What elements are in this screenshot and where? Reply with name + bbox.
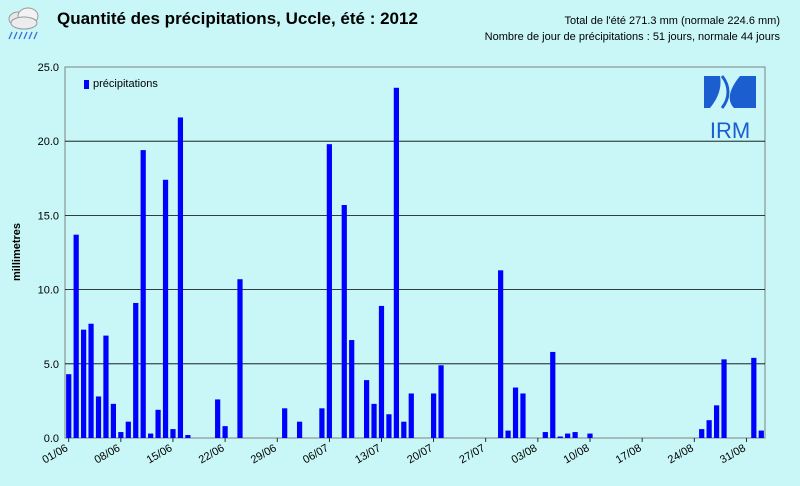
y-axis-label: millimetres <box>11 223 23 281</box>
bar <box>110 403 117 438</box>
bar <box>237 279 243 438</box>
rain-cloud-icon <box>8 7 39 40</box>
legend-swatch <box>84 79 89 89</box>
bar <box>185 435 191 438</box>
x-tick-labels: 01/06 08/06 15/06 22/06 29/06 06/07 13/07 20/07… <box>40 438 748 466</box>
bar <box>371 403 377 438</box>
bar <box>438 365 444 438</box>
bar <box>498 270 504 438</box>
bar <box>565 433 571 438</box>
x-tick-label: 29/06 <box>249 442 279 466</box>
x-tick-label: 22/06 <box>197 442 227 466</box>
y-tick-labels: 0.0 5.0 10.0 15.0 20.0 25.0 <box>38 62 59 445</box>
x-tick-label: 31/08 <box>718 442 748 466</box>
bar <box>103 335 109 438</box>
bar <box>520 393 526 438</box>
bar <box>721 359 727 438</box>
bar <box>66 374 72 438</box>
x-tick-label: 20/07 <box>405 442 435 466</box>
x-tick-label: 06/07 <box>301 442 331 466</box>
bar <box>341 205 347 438</box>
bar <box>363 380 370 438</box>
bar <box>505 430 511 438</box>
logo-text: IRM <box>710 118 750 143</box>
bar <box>512 387 519 438</box>
bar <box>95 396 102 438</box>
bar <box>699 429 705 438</box>
bar <box>155 409 161 438</box>
bar <box>319 408 325 438</box>
x-tick-label: 17/08 <box>614 442 644 466</box>
bar <box>378 305 385 438</box>
plot-area <box>64 66 766 439</box>
bar <box>713 405 720 438</box>
bar <box>282 408 288 438</box>
x-tick-label: 27/07 <box>457 442 487 466</box>
summary-total: Total de l'été 271.3 mm (normale 224.6 m… <box>564 15 780 27</box>
bar <box>758 430 764 438</box>
bar <box>88 323 94 438</box>
bars <box>66 87 764 439</box>
x-tick-label: 03/08 <box>510 442 540 466</box>
bar <box>81 329 87 438</box>
x-tick-label: 24/08 <box>666 442 696 466</box>
irm-logo: IRM <box>704 75 756 143</box>
x-tick-label: 01/06 <box>40 442 70 466</box>
bar <box>557 436 563 438</box>
x-tick-label: 08/06 <box>93 442 123 466</box>
bar <box>550 351 556 438</box>
page-title: Quantité des précipitations, Uccle, été … <box>57 9 418 28</box>
y-tick-label: 0.0 <box>44 433 59 445</box>
x-tick-label: 13/07 <box>353 442 383 466</box>
legend-label: précipitations <box>93 78 158 90</box>
y-tick-label: 15.0 <box>38 210 59 222</box>
bar <box>386 414 392 438</box>
y-tick-label: 5.0 <box>44 359 59 371</box>
bar <box>296 421 303 438</box>
x-tick-label: 15/06 <box>145 442 175 466</box>
bar <box>177 117 184 439</box>
bar <box>118 432 124 438</box>
summary-days: Nombre de jour de précipitations : 51 jo… <box>484 31 780 43</box>
bar <box>401 421 407 438</box>
bar <box>170 429 176 438</box>
y-tick-label: 10.0 <box>38 285 59 297</box>
bar <box>215 399 221 438</box>
bar <box>349 340 355 438</box>
x-tick-label: 10/08 <box>562 442 592 466</box>
bar <box>73 234 79 438</box>
bar <box>587 433 593 438</box>
bar <box>148 433 154 438</box>
bar <box>393 87 399 438</box>
bar <box>133 302 139 438</box>
y-tick-label: 25.0 <box>38 62 59 74</box>
bar <box>222 426 228 438</box>
bar <box>572 432 578 438</box>
bar <box>751 357 757 438</box>
y-tick-label: 20.0 <box>38 136 59 148</box>
bar <box>408 393 414 438</box>
bar <box>125 421 131 438</box>
bar <box>140 150 146 438</box>
bar <box>326 144 332 439</box>
legend: précipitations <box>84 78 158 90</box>
bar <box>706 420 712 438</box>
summary-text: Total de l'été 271.3 mm (normale 224.6 m… <box>420 13 780 45</box>
bar <box>162 179 169 438</box>
bar <box>542 432 548 438</box>
bar <box>431 393 437 438</box>
